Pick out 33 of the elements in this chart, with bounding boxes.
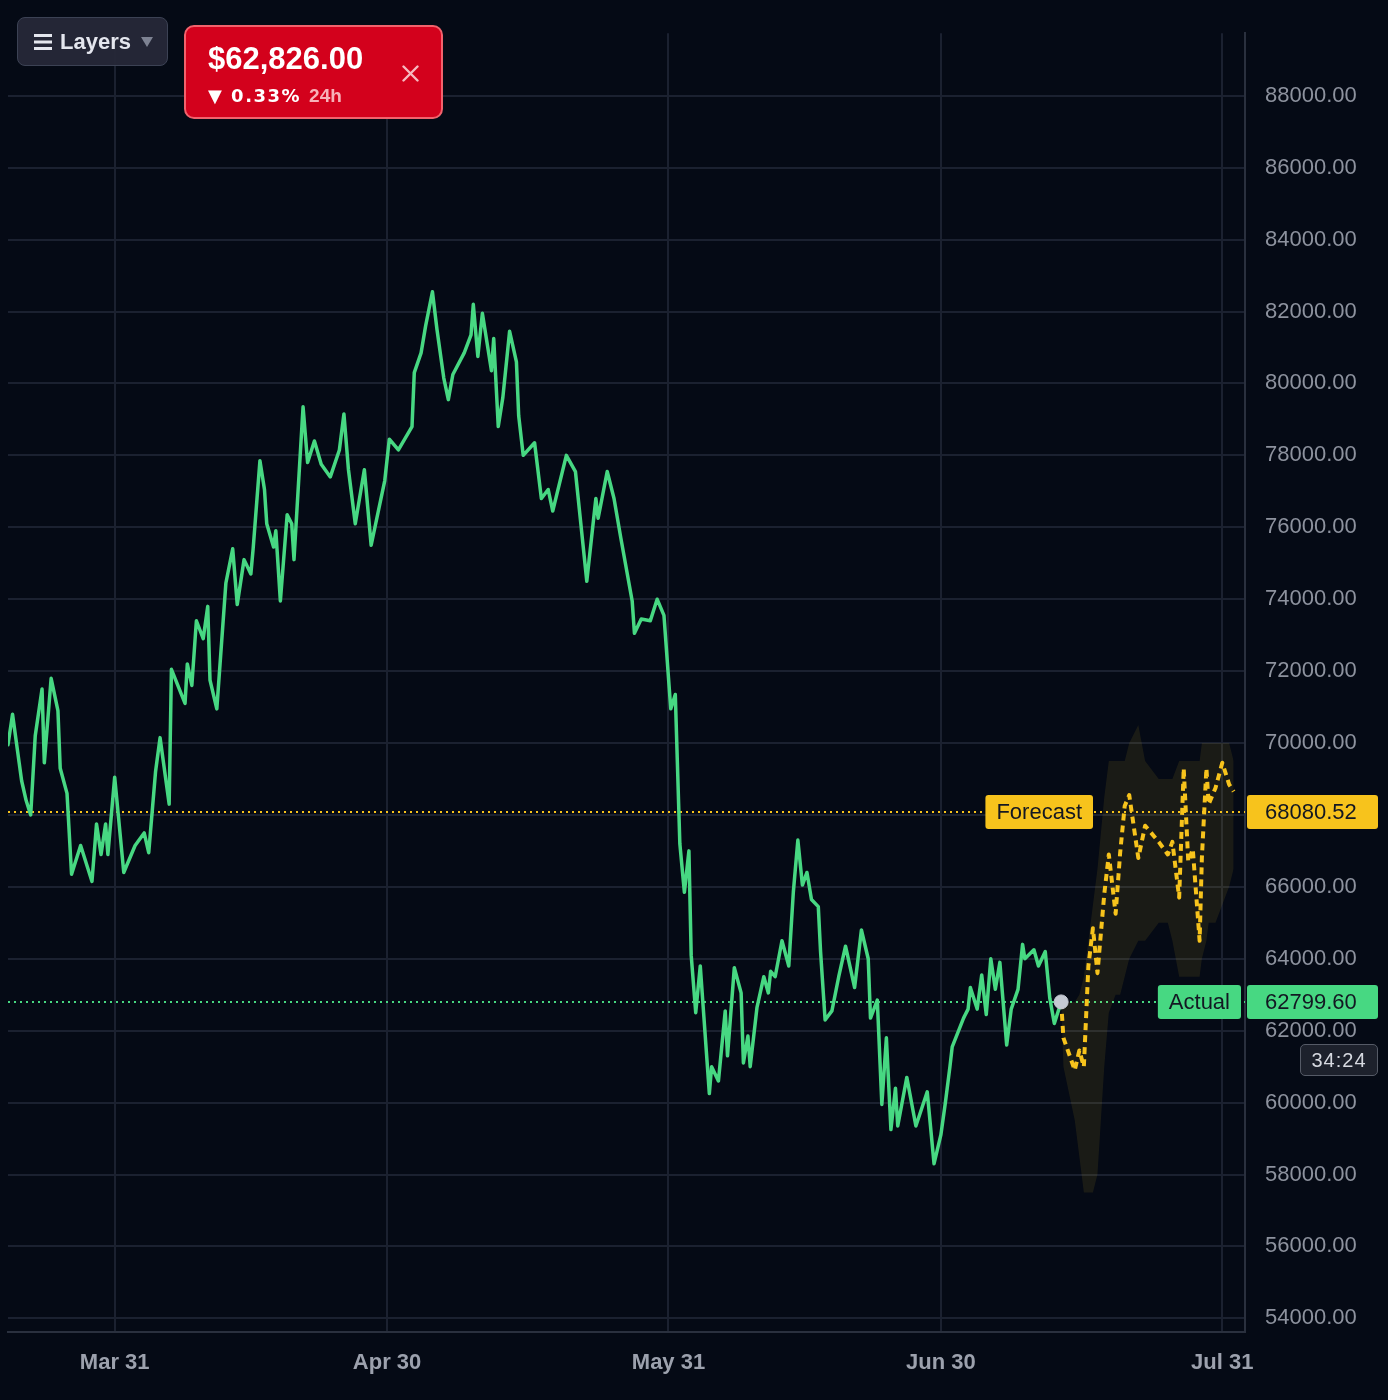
y-tick-label: 64000.00 <box>1265 944 1357 970</box>
price-card: $62,826.00 ▼ 0.33% 24h <box>184 25 443 119</box>
y-tick-label: 62000.00 <box>1265 1016 1357 1042</box>
y-tick-label: 66000.00 <box>1265 872 1357 898</box>
text: 62799.60 <box>1265 988 1357 1014</box>
annotation: ▼ 0.33% <box>208 85 302 106</box>
annotation: Layers <box>60 28 131 55</box>
x-tick-label: Jun 30 <box>906 1349 976 1375</box>
y-tick-label: 60000.00 <box>1265 1088 1357 1114</box>
y-tick-label: 78000.00 <box>1265 441 1357 467</box>
y-tick-label: 56000.00 <box>1265 1232 1357 1258</box>
layers-button: Layers <box>17 17 168 66</box>
timer-box: 34:24 <box>1300 1044 1378 1076</box>
y-tick-label: 82000.00 <box>1265 297 1357 323</box>
x-tick-label: Jul 31 <box>1191 1349 1254 1375</box>
ref-line-label: Actual <box>1168 988 1231 1014</box>
y-tick-label: 58000.00 <box>1265 1160 1357 1186</box>
x-tick-label: Apr 30 <box>352 1349 422 1375</box>
y-tick-label: 74000.00 <box>1265 585 1357 611</box>
y-tick-label: 86000.00 <box>1265 153 1357 179</box>
ref-line-label: Forecast <box>996 799 1083 825</box>
x-tick-label: Mar 31 <box>79 1349 150 1375</box>
y-tick-label: 70000.00 <box>1265 729 1357 755</box>
annotation: $62,826.00 <box>208 41 364 77</box>
y-tick-label: 80000.00 <box>1265 369 1357 395</box>
annotation: 24h <box>309 85 342 106</box>
text: 68080.52 <box>1265 799 1357 825</box>
y-tick-label: 88000.00 <box>1265 81 1357 107</box>
y-tick-label: 72000.00 <box>1265 657 1357 683</box>
x-tick-label: May 31 <box>631 1349 706 1375</box>
y-tick-label: 76000.00 <box>1265 513 1357 539</box>
y-tick-label: 84000.00 <box>1265 225 1357 251</box>
y-tick-label: 54000.00 <box>1265 1304 1357 1330</box>
